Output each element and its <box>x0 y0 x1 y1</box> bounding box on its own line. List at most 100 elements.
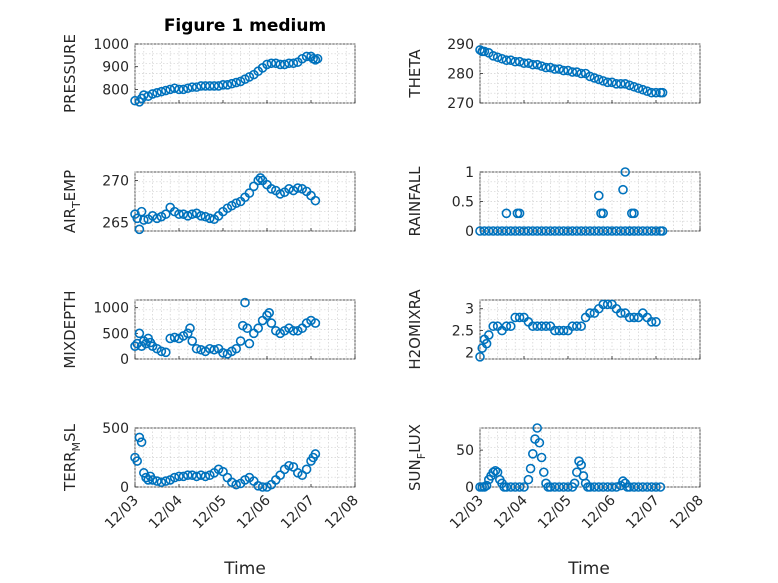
data-point <box>629 312 639 323</box>
data-point <box>235 336 246 346</box>
y-tick-label: 2.5 <box>452 324 474 340</box>
data-point <box>545 62 556 73</box>
data-point <box>169 332 180 343</box>
data-point <box>620 167 631 177</box>
data-point <box>310 195 321 206</box>
data-point <box>505 55 516 66</box>
data-point <box>483 330 494 340</box>
x-tick-label: 12/05 <box>535 493 575 533</box>
data-point <box>558 65 569 76</box>
data-point <box>527 59 538 70</box>
x-tick-label: 12/08 <box>667 493 707 533</box>
y-tick-label: 290 <box>447 37 474 53</box>
data-point <box>536 321 547 332</box>
data-point <box>200 211 211 222</box>
data-point <box>585 71 595 82</box>
data-point <box>301 464 312 475</box>
x-axis-label-left: Time <box>223 559 266 579</box>
y-axis-label-5: MIXDEPTH <box>61 290 79 368</box>
data-point <box>488 50 499 61</box>
y-axis-label-7: TERRMSL <box>61 423 83 492</box>
data-point <box>624 482 635 492</box>
data-point <box>187 336 197 346</box>
data-point <box>519 482 529 492</box>
data-point <box>183 83 193 94</box>
data-point <box>510 56 521 67</box>
data-point <box>266 318 277 328</box>
data-point <box>191 82 202 92</box>
data-point <box>479 46 490 57</box>
data-point <box>481 338 492 349</box>
x-tick-label: 12/04 <box>146 492 186 532</box>
data-point <box>519 58 529 68</box>
y-tick-label: 500 <box>102 326 129 342</box>
data-point <box>156 346 167 357</box>
data-point <box>288 325 299 336</box>
data-point <box>174 471 184 482</box>
data-point <box>292 183 303 193</box>
data-point <box>134 328 145 339</box>
data-point <box>475 45 485 55</box>
data-point <box>132 213 142 224</box>
data-point <box>139 90 149 100</box>
data-point <box>310 449 321 459</box>
data-point <box>275 59 286 70</box>
data-point <box>593 74 604 85</box>
data-point <box>571 67 582 77</box>
data-point <box>262 310 272 321</box>
data-point <box>262 59 272 70</box>
data-point <box>242 323 252 334</box>
data-point <box>488 467 499 478</box>
data-point <box>523 58 534 68</box>
data-point <box>532 423 543 433</box>
data-point <box>253 323 264 334</box>
data-point <box>615 79 626 89</box>
data-point <box>312 53 323 64</box>
y-tick-label: 800 <box>102 82 129 98</box>
data-point <box>200 471 211 482</box>
y-tick-label: 270 <box>447 96 474 112</box>
data-point <box>187 82 197 92</box>
data-point <box>624 80 635 91</box>
data-point <box>152 476 162 486</box>
data-point <box>244 338 255 349</box>
data-point <box>209 81 219 91</box>
data-point <box>196 81 206 91</box>
data-point <box>629 81 639 92</box>
data-point <box>253 481 264 491</box>
data-point <box>558 482 569 492</box>
data-point <box>178 471 189 482</box>
data-point <box>501 321 512 332</box>
data-point <box>589 73 600 83</box>
data-point <box>602 299 613 310</box>
data-point <box>646 226 657 236</box>
data-point <box>196 211 206 221</box>
x-tick-label: 12/04 <box>491 492 531 532</box>
y-tick-label: 3 <box>465 302 474 318</box>
data-point <box>618 184 628 195</box>
data-point <box>624 312 635 323</box>
y-axis-label-1: PRESSURE <box>61 34 79 113</box>
data-point <box>152 87 162 98</box>
data-point <box>651 87 661 98</box>
y-axis-label-8: SUNFLUX <box>406 424 428 491</box>
y-tick-label: 0.5 <box>452 195 474 211</box>
data-point <box>266 184 277 194</box>
data-point <box>563 65 573 76</box>
data-point <box>178 84 189 95</box>
data-point <box>646 482 657 492</box>
data-point <box>191 343 202 354</box>
data-point <box>536 226 547 236</box>
data-point <box>185 323 195 334</box>
data-point <box>279 59 290 70</box>
data-point <box>483 226 494 236</box>
data-point <box>264 308 275 318</box>
data-point <box>554 64 565 74</box>
data-point <box>569 478 580 489</box>
data-point <box>505 321 516 332</box>
data-point <box>240 297 250 308</box>
data-point <box>620 79 631 89</box>
y-tick-label: 500 <box>102 421 129 437</box>
data-point <box>598 76 609 86</box>
data-point <box>501 208 512 219</box>
